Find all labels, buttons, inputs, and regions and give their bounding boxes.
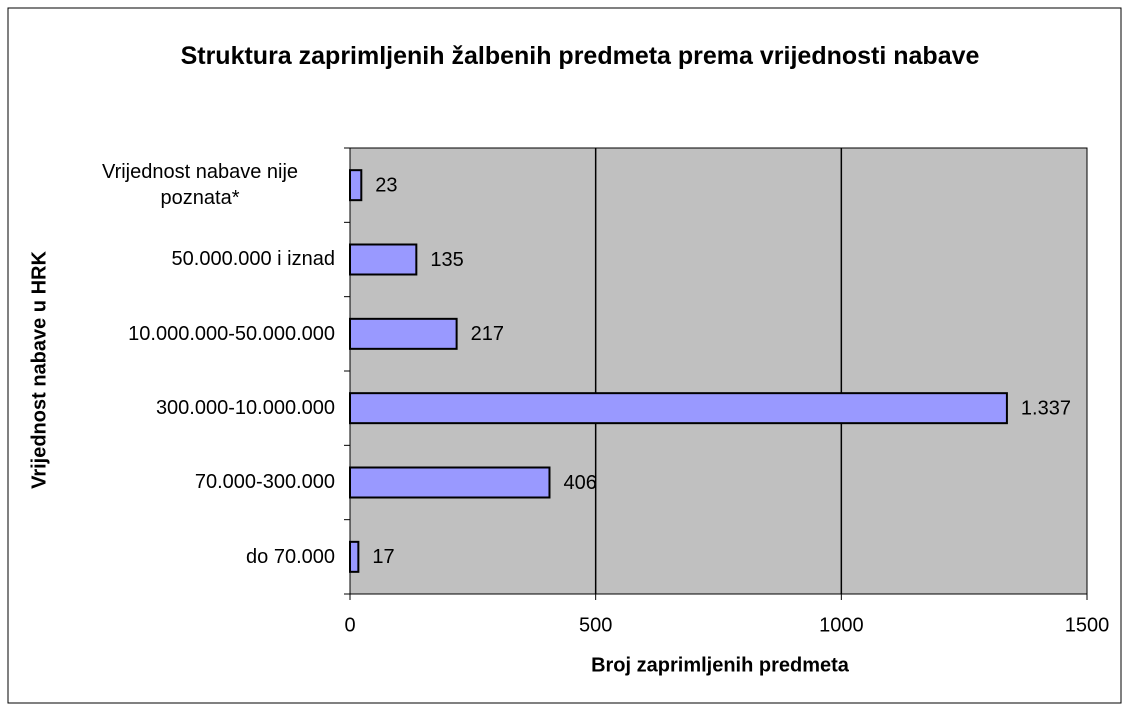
y-tick-label: 10.000.000-50.000.000 [60,297,335,371]
bar [349,540,360,573]
value-label: 17 [372,546,394,568]
value-label: 1.337 [1021,397,1071,419]
y-tick-label-text: 70.000-300.000 [194,471,335,494]
y-tick-label-box: 10.000.000-50.000.000 [60,297,335,371]
plot-area [350,148,1087,594]
y-tick-label: Vrijednost nabave nije poznata* [60,148,335,222]
bar [349,466,551,499]
x-tick-label: 500 [579,614,612,636]
y-axis-label: Vrijednost nabave u HRK [28,251,50,489]
plot-border [349,147,1088,595]
y-tick-label-box: do 70.000 [60,520,335,594]
y-tick-label: 300.000-10.000.000 [60,371,335,445]
x-tick-label: 0 [344,614,355,636]
y-tick-label-text: Vrijednost nabave nije poznata* [101,161,299,210]
y-tick-label-text: 10.000.000-50.000.000 [128,322,335,345]
chart-title: Struktura zaprimljenih žalbenih predmeta… [180,42,980,70]
x-tick-label: 1500 [1065,614,1110,636]
value-label: 135 [430,249,463,271]
bar [349,169,363,202]
x-tick-label: 1000 [819,614,864,636]
bar [349,317,458,350]
y-tick-label: 50.000.000 i iznad [60,222,335,296]
y-tick-label: do 70.000 [60,520,335,594]
y-tick-label-text: 300.000-10.000.000 [155,397,335,420]
y-tick-label-box: 70.000-300.000 [60,445,335,519]
y-tick-label-box: 300.000-10.000.000 [60,371,335,445]
y-tick-label-text: do 70.000 [246,545,335,568]
title-box: Struktura zaprimljenih žalbenih predmeta… [180,42,980,70]
x-axis-label: Broj zaprimljenih predmeta [591,654,850,676]
bar [349,243,418,276]
value-label: 406 [563,472,596,494]
bar [349,392,1008,425]
value-label: 23 [375,174,397,196]
y-tick-label-text: 50.000.000 i iznad [171,248,335,271]
y-tick-label-box: Vrijednost nabave nije poznata* [60,148,335,222]
y-tick-label: 70.000-300.000 [60,445,335,519]
value-label: 217 [471,323,504,345]
y-tick-label-box: 50.000.000 i iznad [60,222,335,296]
